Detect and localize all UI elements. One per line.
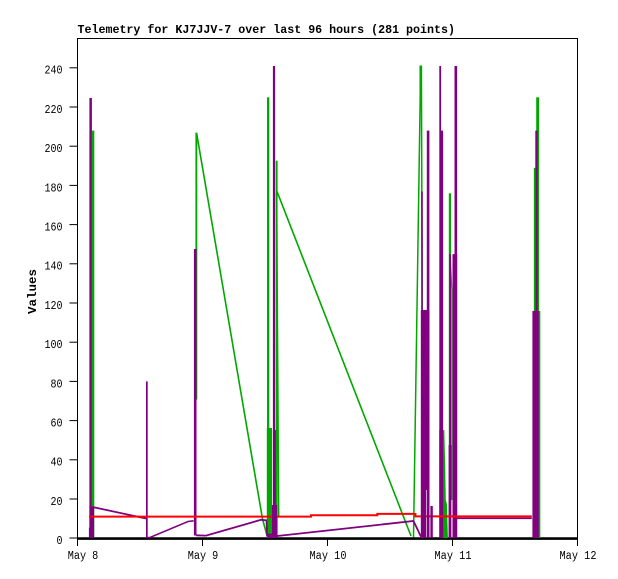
svg-text:100: 100 <box>45 338 63 352</box>
svg-text:May 9: May 9 <box>188 550 219 563</box>
svg-text:May 12: May 12 <box>560 550 597 563</box>
svg-text:140: 140 <box>45 260 63 274</box>
svg-text:Values: Values <box>26 269 40 314</box>
svg-text:220: 220 <box>45 103 63 117</box>
svg-text:May 8: May 8 <box>68 550 99 563</box>
svg-text:20: 20 <box>51 495 63 509</box>
svg-text:May 10: May 10 <box>310 550 347 563</box>
svg-text:240: 240 <box>45 64 63 78</box>
svg-text:Telemetry for KJ7JJV-7 over la: Telemetry for KJ7JJV-7 over last 96 hour… <box>78 23 456 37</box>
svg-text:80: 80 <box>51 377 63 391</box>
svg-text:60: 60 <box>51 417 63 431</box>
svg-text:120: 120 <box>45 299 63 313</box>
svg-text:40: 40 <box>51 456 63 470</box>
svg-text:May 11: May 11 <box>435 550 472 563</box>
svg-text:0: 0 <box>57 534 63 548</box>
svg-text:200: 200 <box>45 142 63 156</box>
svg-text:160: 160 <box>45 221 63 235</box>
svg-text:180: 180 <box>45 181 63 195</box>
